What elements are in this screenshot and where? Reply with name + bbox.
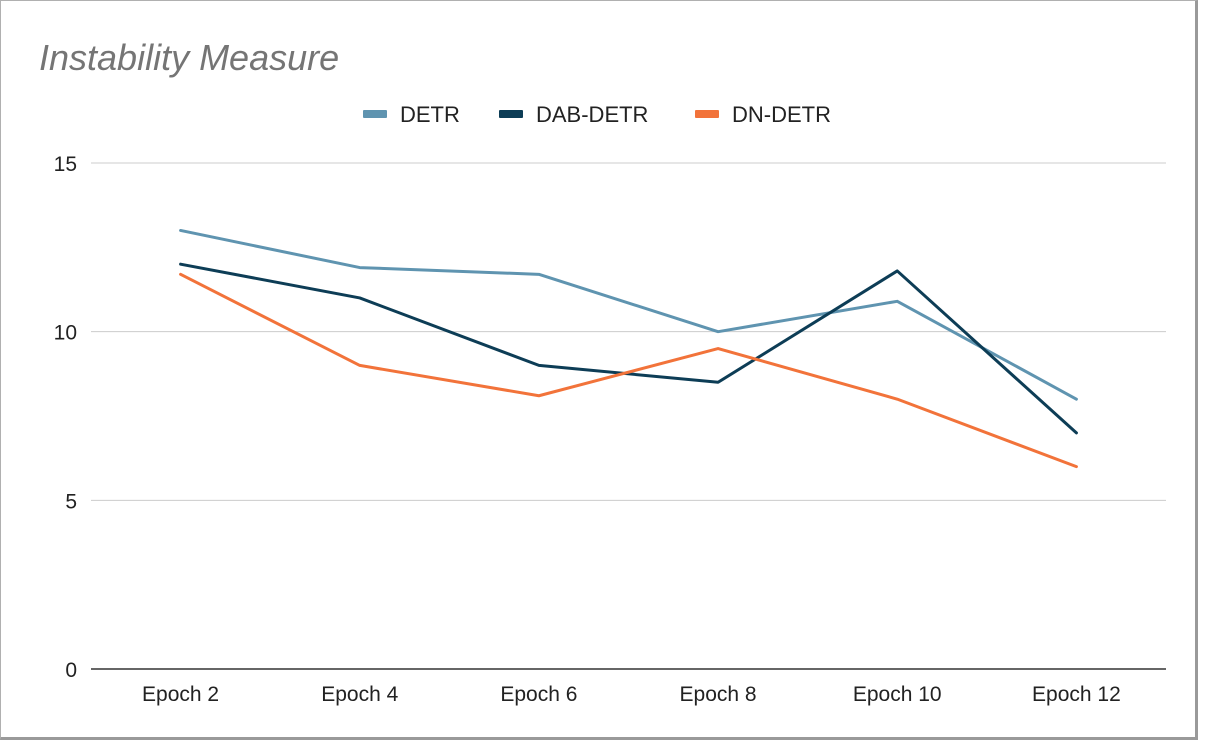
x-axis: Epoch 2 Epoch 4 Epoch 6 Epoch 8 Epoch 10 Epoc… [91, 668, 1166, 706]
legend-label: DN-DETR [732, 102, 831, 127]
grid [91, 162, 1166, 501]
chart-title: Instability Measure [39, 37, 339, 78]
x-tick-label: Epoch 6 [500, 683, 577, 706]
series-lines [179, 228, 1078, 469]
y-axis: 0 5 10 15 [54, 153, 77, 682]
series-line-dab-detr [179, 262, 1078, 435]
y-tick-label: 5 [65, 490, 77, 513]
legend-label: DAB-DETR [536, 102, 648, 127]
x-tick-label: Epoch 8 [680, 683, 757, 706]
legend-swatch [695, 110, 719, 118]
legend-swatch [499, 110, 523, 118]
x-tick-label: Epoch 4 [321, 683, 398, 706]
x-tick-label: Epoch 10 [853, 683, 942, 706]
y-tick-label: 10 [54, 322, 77, 345]
legend: DETR DAB-DETR DN-DETR [363, 102, 831, 127]
series-line-detr [179, 228, 1078, 401]
legend-label: DETR [400, 102, 460, 127]
y-tick-label: 0 [65, 659, 77, 682]
x-tick-label: Epoch 2 [142, 683, 219, 706]
x-tick-label: Epoch 12 [1032, 683, 1121, 706]
legend-swatch [363, 110, 387, 118]
series-line-dn-detr [179, 272, 1078, 469]
y-tick-label: 15 [54, 153, 77, 176]
